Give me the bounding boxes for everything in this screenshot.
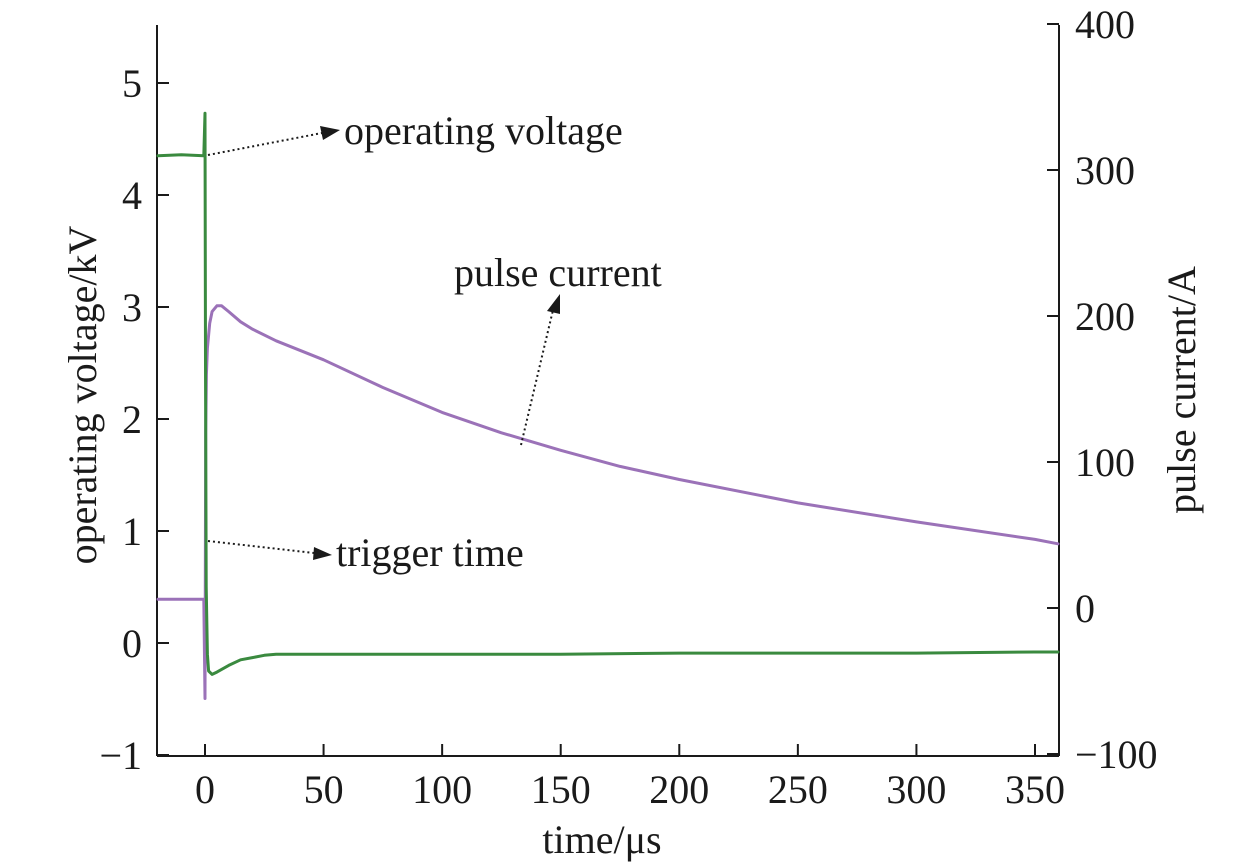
x-tick-label: 150	[531, 767, 591, 812]
y-left-axis-ticks: −1 0 1 2 3 4 5	[99, 61, 169, 778]
pulse-current-arrowhead	[547, 294, 560, 314]
y-right-axis-ticks: −100 0 100 200 300 400	[1047, 2, 1158, 777]
y-right-tick-label: 200	[1075, 294, 1135, 339]
annotation-operating-voltage: operating voltage	[344, 108, 623, 153]
y-left-tick-label: 0	[122, 621, 142, 666]
x-axis-title: time/μs	[542, 817, 661, 862]
y-right-axis-title: pulse current/A	[1159, 266, 1204, 514]
pulse-current-series-line	[156, 304, 1060, 700]
y-left-tick-label: 2	[122, 397, 142, 442]
annotations: operating voltage pulse current trigger …	[207, 108, 662, 575]
operating-voltage-series-line	[156, 111, 1060, 676]
annotation-pulse-current: pulse current	[454, 250, 662, 295]
x-tick-label: 350	[1005, 767, 1065, 812]
x-tick-label: 300	[886, 767, 946, 812]
y-left-tick-label: 5	[122, 61, 142, 106]
operating-voltage-leader	[207, 132, 323, 156]
y-left-tick-label: 1	[122, 509, 142, 554]
trigger-time-arrowhead	[313, 547, 332, 560]
operating-voltage-arrowhead	[320, 126, 340, 140]
y-left-axis-title: operating voltage/kV	[60, 225, 105, 564]
x-tick-label: 200	[649, 767, 709, 812]
y-right-tick-label: 400	[1075, 2, 1135, 47]
x-tick-label: 0	[195, 767, 215, 812]
x-tick-label: 50	[304, 767, 344, 812]
y-right-tick-label: 300	[1075, 148, 1135, 193]
pulse-current-leader	[520, 309, 554, 446]
plot-frame	[156, 25, 1060, 757]
y-right-tick-label: 0	[1075, 586, 1095, 631]
y-left-tick-label: 3	[122, 285, 142, 330]
series-layer	[156, 111, 1060, 700]
annotation-trigger-time: trigger time	[336, 530, 524, 575]
x-tick-label: 100	[412, 767, 472, 812]
y-right-tick-label: −100	[1075, 732, 1158, 777]
y-left-tick-label: 4	[122, 173, 142, 218]
trigger-time-leader	[207, 540, 315, 554]
y-right-tick-label: 100	[1075, 440, 1135, 485]
x-tick-label: 250	[768, 767, 828, 812]
y-left-tick-label: −1	[99, 733, 142, 778]
x-axis-ticks: 0 50 100 150 200 250 300 350	[195, 744, 1065, 812]
